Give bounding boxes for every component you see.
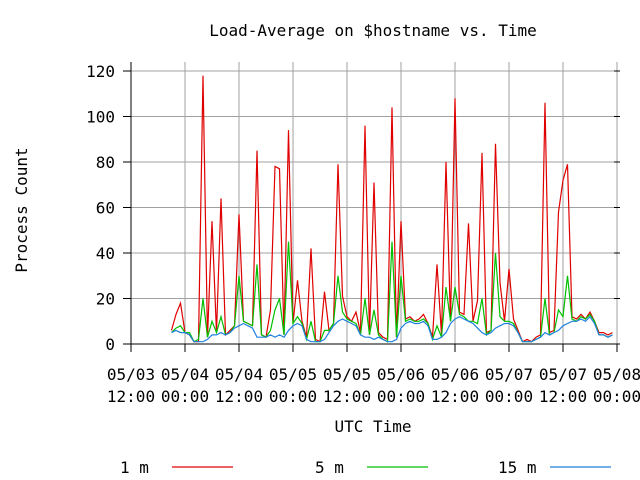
y-tick-label: 80 [96,153,115,172]
x-tick-label: 00:00 [485,387,533,406]
x-tick-label: 12:00 [215,387,263,406]
y-tick-label: 0 [105,335,115,354]
x-tick-label: 05/04 [161,365,209,384]
x-tick-label: 00:00 [377,387,425,406]
series-line [171,315,613,343]
legend-label: 1 m [120,458,149,477]
plot-lines [170,75,613,343]
x-tick-label: 05/06 [431,365,479,384]
x-tick-label: 12:00 [431,387,479,406]
x-axis-label: UTC Time [334,417,411,436]
y-tick-label: 120 [86,62,115,81]
x-tick-label: 05/03 [107,365,155,384]
x-tick-label: 05/05 [323,365,371,384]
x-tick-label: 00:00 [269,387,317,406]
y-tick-label: 40 [96,244,115,263]
x-tick-label: 12:00 [323,387,371,406]
x-tick-label: 05/07 [485,365,533,384]
x-tick-label: 12:00 [539,387,587,406]
x-tick-label: 00:00 [161,387,209,406]
legend-label: 5 m [315,458,344,477]
y-axis-label: Process Count [12,147,31,272]
x-tick-label: 05/06 [377,365,425,384]
x-tick-label: 05/08 [593,365,640,384]
axes: 0 20 40 60 80 100 120 05/03 12:00 05/04 00:00 05/04… [86,62,640,406]
legend: 1 m 5 m 15 m [120,458,611,477]
x-tick-label: 05/07 [539,365,587,384]
y-tick-label: 20 [96,290,115,309]
chart-title: Load-Average on $hostname vs. Time [209,21,537,40]
x-tick-label: 12:00 [107,387,155,406]
legend-label: 15 m [498,458,537,477]
y-tick-label: 60 [96,199,115,218]
y-tick-label: 100 [86,108,115,127]
x-tick-label: 05/05 [269,365,317,384]
x-tick-label: 05/04 [215,365,263,384]
x-tick-label: 00:00 [593,387,640,406]
